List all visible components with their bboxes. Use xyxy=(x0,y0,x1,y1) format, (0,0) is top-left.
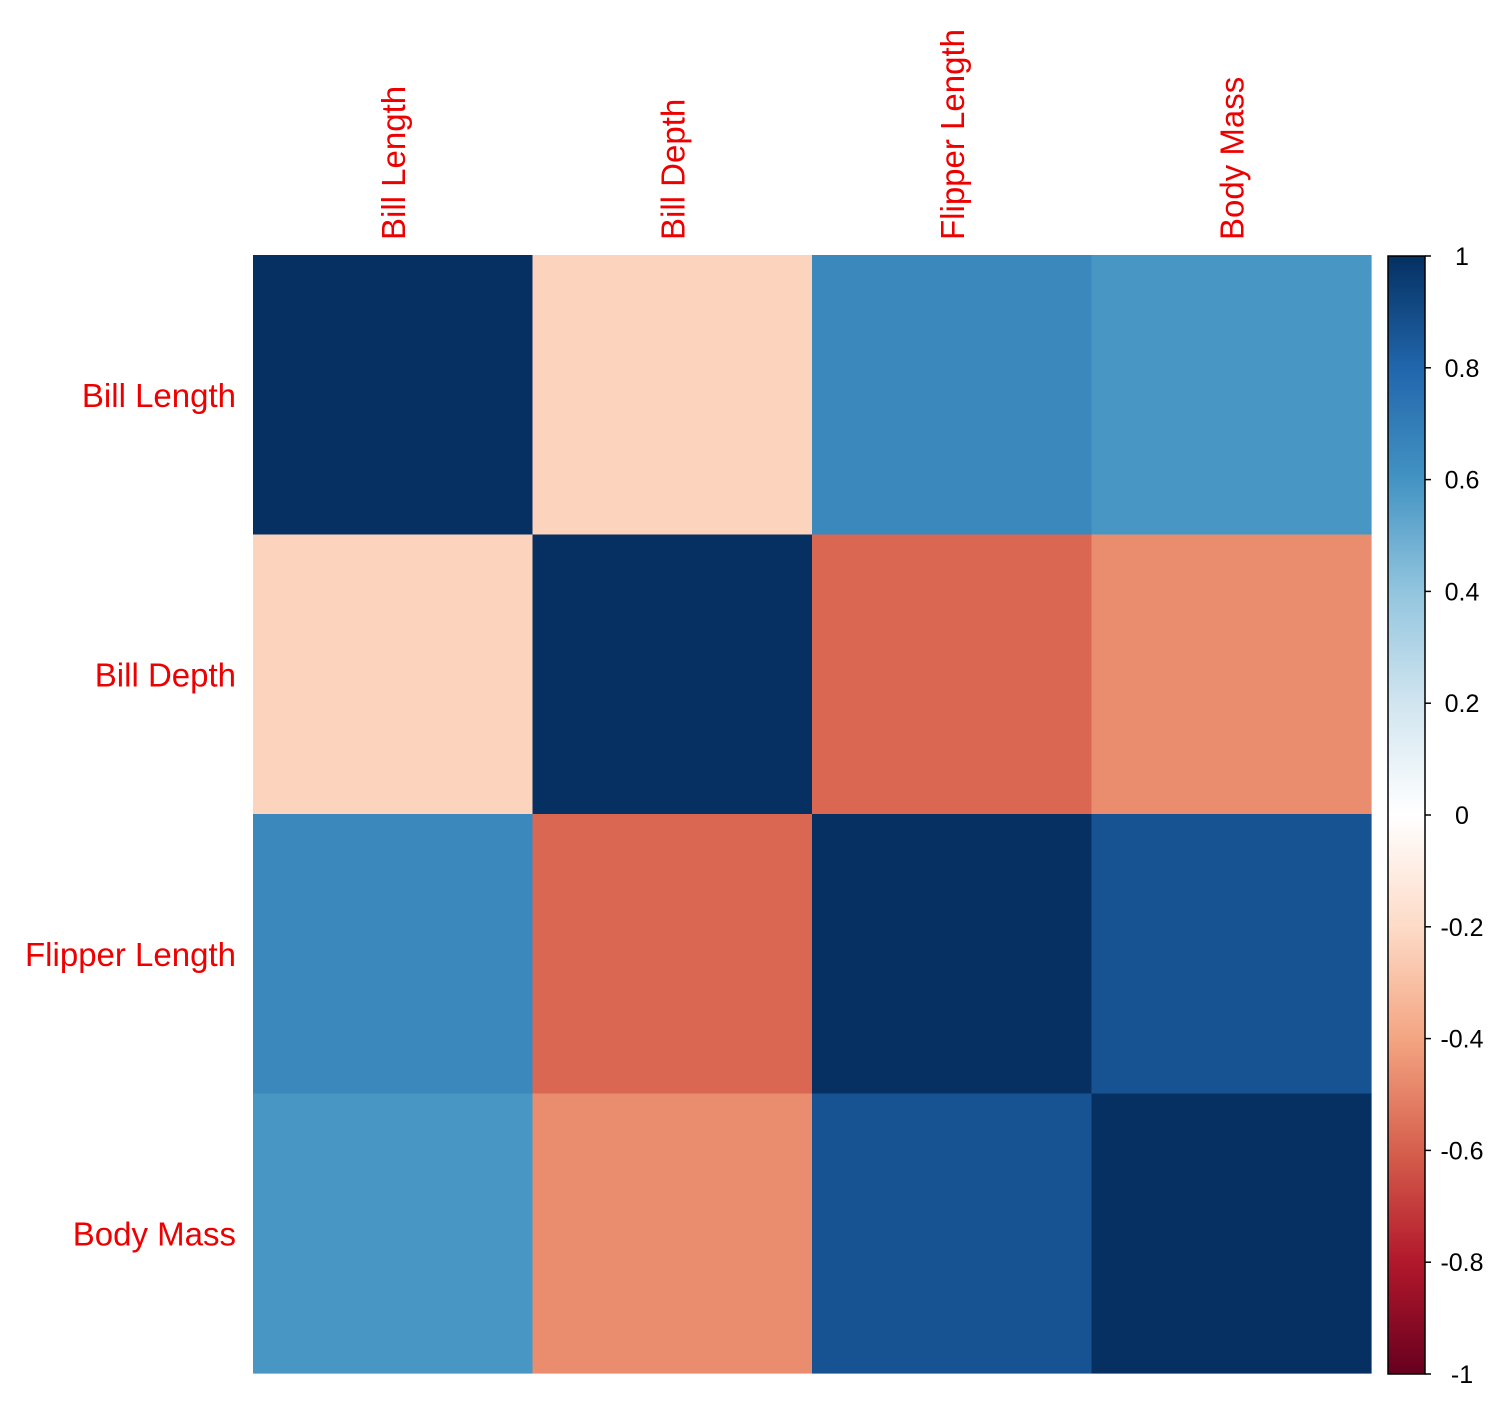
cell-bill-length-bill-depth xyxy=(532,255,813,536)
heatmap-cells xyxy=(253,255,1372,1374)
color-legend-tick-label: 1 xyxy=(1455,243,1469,271)
cell-body-mass-bill-depth xyxy=(532,1093,813,1374)
color-legend-tick-label: 0.8 xyxy=(1445,355,1480,383)
cell-bill-depth-body-mass xyxy=(1091,534,1372,815)
row-labels: Bill Length Bill Depth Flipper Length Body … xyxy=(25,377,236,1253)
color-legend-tick-label: 0 xyxy=(1455,802,1469,830)
column-label-bill-depth: Bill Depth xyxy=(654,99,691,240)
color-legend-tick-label: -1 xyxy=(1451,1361,1473,1389)
cell-body-mass-flipper-length xyxy=(812,1093,1093,1374)
column-labels: Bill Length Bill Depth Flipper Length Body … xyxy=(375,29,1251,240)
color-legend-bar xyxy=(1388,256,1425,1374)
column-label-flipper-length: Flipper Length xyxy=(934,29,971,240)
color-legend-tick-label: -0.2 xyxy=(1440,914,1483,942)
cell-body-mass-body-mass xyxy=(1091,1093,1372,1374)
cell-bill-depth-flipper-length xyxy=(812,534,1093,815)
cell-flipper-length-bill-depth xyxy=(532,814,813,1095)
cell-body-mass-bill-length xyxy=(253,1093,534,1374)
row-label-body-mass: Body Mass xyxy=(73,1215,236,1252)
row-label-flipper-length: Flipper Length xyxy=(25,936,236,973)
color-legend-tick-label: 0.4 xyxy=(1445,578,1480,606)
color-legend-tick-label: 0.6 xyxy=(1445,467,1480,495)
color-legend-tick-label: -0.8 xyxy=(1440,1249,1483,1277)
row-label-bill-length: Bill Length xyxy=(82,377,236,414)
color-legend-tick-label: 0.2 xyxy=(1445,690,1480,718)
cell-flipper-length-flipper-length xyxy=(812,814,1093,1095)
cell-bill-length-body-mass xyxy=(1091,255,1372,536)
color-legend: 1 0.8 0.6 0.4 0.2 0 -0.2 -0.4 -0.6 -0.8 -1 xyxy=(1387,243,1484,1389)
row-label-bill-depth: Bill Depth xyxy=(95,656,236,693)
cell-bill-depth-bill-depth xyxy=(532,534,813,815)
cell-flipper-length-bill-length xyxy=(253,814,534,1095)
cell-bill-length-flipper-length xyxy=(812,255,1093,536)
color-legend-tick-label: -0.6 xyxy=(1440,1137,1483,1165)
column-label-bill-length: Bill Length xyxy=(375,86,412,240)
cell-bill-depth-bill-length xyxy=(253,534,534,815)
cell-bill-length-bill-length xyxy=(253,255,534,536)
color-legend-tick-label: -0.4 xyxy=(1440,1026,1483,1054)
column-label-body-mass: Body Mass xyxy=(1213,77,1250,240)
cell-flipper-length-body-mass xyxy=(1091,814,1372,1095)
